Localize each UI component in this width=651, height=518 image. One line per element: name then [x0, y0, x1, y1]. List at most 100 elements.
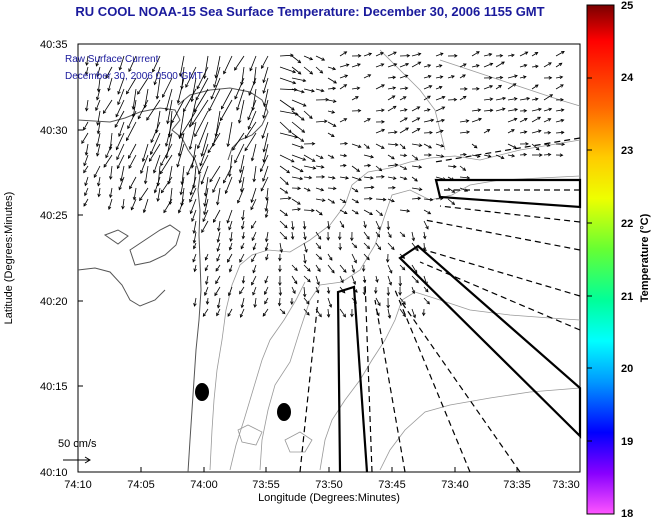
- current-vector-head: [203, 203, 207, 207]
- current-vector-head: [464, 87, 468, 91]
- current-vector: [232, 132, 245, 151]
- current-vector-head: [137, 115, 142, 120]
- current-vector: [375, 143, 385, 149]
- current-vector: [118, 121, 125, 137]
- current-vector-head: [366, 245, 371, 250]
- current-vector-head: [317, 236, 322, 240]
- current-vector: [435, 106, 445, 112]
- current-vector: [180, 176, 185, 195]
- current-vector: [435, 53, 444, 57]
- current-vector: [399, 87, 408, 90]
- current-vector-head: [180, 132, 184, 137]
- current-vector-head: [191, 218, 195, 222]
- x-tick-label: 73:55: [252, 479, 280, 491]
- current-vector-head: [216, 258, 220, 262]
- current-vector: [315, 242, 321, 249]
- current-vector-head: [312, 166, 317, 170]
- current-vector: [279, 197, 291, 200]
- current-vector-head: [178, 135, 182, 140]
- current-vector-head: [204, 267, 209, 272]
- current-vector: [363, 209, 373, 215]
- current-vector: [265, 253, 269, 260]
- current-vector-head: [403, 176, 408, 181]
- current-vector: [483, 129, 490, 134]
- current-vector-head: [451, 201, 456, 205]
- current-vector-head: [403, 153, 408, 158]
- current-vector: [190, 176, 197, 195]
- current-vector: [108, 77, 113, 91]
- current-vector-head: [331, 269, 335, 274]
- x-axis-label: Longitude (Degrees:Minutes): [258, 492, 400, 504]
- current-vector: [555, 51, 565, 57]
- current-vector: [303, 176, 312, 179]
- current-vector-head: [226, 219, 230, 224]
- current-vector-head: [96, 122, 100, 126]
- current-vector: [375, 209, 383, 216]
- current-vector: [291, 88, 305, 93]
- current-vector-head: [403, 108, 408, 112]
- current-vector-head: [526, 97, 531, 101]
- current-vector: [179, 55, 185, 77]
- current-vector: [447, 75, 455, 79]
- current-vector: [291, 55, 301, 64]
- current-vector: [483, 85, 493, 90]
- current-vector: [109, 187, 113, 198]
- current-vector: [181, 165, 185, 185]
- current-vector: [363, 176, 374, 179]
- current-vector-head: [404, 74, 409, 78]
- current-vector: [86, 99, 89, 111]
- current-vector-head: [416, 117, 421, 121]
- current-vector: [423, 297, 430, 305]
- current-vector: [84, 187, 89, 196]
- current-vector: [375, 275, 378, 283]
- current-vector: [327, 308, 330, 318]
- current-vector: [363, 198, 372, 200]
- current-vector: [146, 99, 161, 121]
- current-vector-head: [191, 121, 195, 126]
- current-vector: [423, 198, 433, 201]
- current-vector: [471, 143, 478, 149]
- current-vector: [251, 253, 257, 262]
- current-vector: [423, 286, 429, 293]
- transect-east: [434, 178, 582, 209]
- current-vector-head: [226, 143, 231, 148]
- current-vector-head: [489, 85, 494, 89]
- current-vector-head: [278, 292, 283, 297]
- current-vector-head: [376, 233, 381, 238]
- current-vector: [223, 165, 233, 184]
- current-vector: [327, 198, 335, 204]
- current-vector-head: [253, 304, 257, 308]
- current-vector: [265, 198, 269, 212]
- current-vector-head: [95, 62, 99, 67]
- current-vector-head: [537, 116, 542, 121]
- current-vector-head: [417, 61, 422, 65]
- current-vector-head: [213, 84, 217, 88]
- current-vector: [279, 154, 295, 163]
- current-vector-head: [427, 74, 432, 79]
- current-vector: [264, 297, 269, 304]
- current-vector: [279, 165, 290, 174]
- current-vector-head: [514, 108, 519, 112]
- current-vector: [363, 220, 366, 228]
- current-vector-head: [287, 196, 292, 201]
- current-vector-head: [499, 75, 504, 80]
- current-vector: [229, 242, 233, 251]
- current-vector-head: [189, 198, 193, 203]
- current-vector: [244, 132, 257, 151]
- current-vector-head: [264, 214, 269, 219]
- current-vector: [315, 66, 323, 74]
- current-vector: [387, 143, 398, 146]
- current-vector-head: [546, 143, 551, 147]
- current-vector-head: [302, 293, 307, 298]
- x-tick-label: 73:45: [378, 479, 406, 491]
- current-vector: [363, 286, 365, 295]
- current-vector-head: [489, 108, 494, 113]
- current-vector-head: [538, 107, 542, 112]
- current-vector-head: [370, 185, 375, 190]
- current-vector-head: [523, 109, 528, 113]
- current-vector: [207, 132, 221, 153]
- current-vector-head: [193, 108, 198, 113]
- current-vector: [459, 120, 469, 123]
- current-vector: [495, 108, 506, 112]
- current-vector-head: [216, 304, 221, 309]
